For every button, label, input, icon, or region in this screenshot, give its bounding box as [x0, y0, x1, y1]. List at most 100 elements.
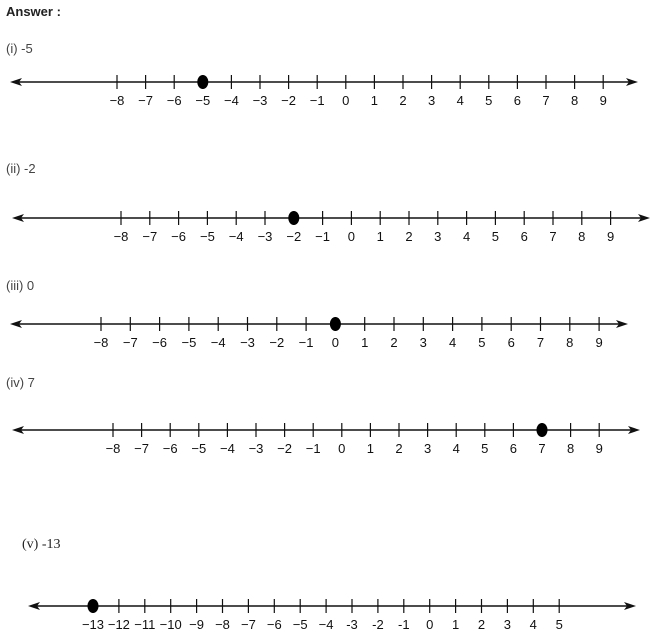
tick-label: 2 — [399, 93, 406, 108]
tick-label: −8 — [94, 335, 109, 350]
tick-label: −3 — [258, 229, 273, 244]
tick-label: 8 — [571, 93, 578, 108]
tick-label: −8 — [114, 229, 129, 244]
tick-label: 1 — [377, 229, 384, 244]
tick-label: 1 — [371, 93, 378, 108]
tick-label: 4 — [463, 229, 470, 244]
tick-label: 3 — [504, 617, 511, 632]
tick-label: −12 — [108, 617, 130, 632]
tick-label: −9 — [189, 617, 204, 632]
tick-label: −6 — [163, 441, 178, 456]
number-line-5: −13 −12 −11 −10 −9 −8 −7 −6 −5 −4 -3 -2 -1 0 1 2 3 4 5 — [28, 599, 636, 632]
tick-label: −5 — [200, 229, 215, 244]
left-arrow-icon — [10, 78, 22, 86]
number-line-4: −8 −7 −6 −5 −4 −3 −2 −1 0 1 2 3 4 5 6 7 8 9 — [12, 423, 640, 456]
tick-label: 7 — [538, 441, 545, 456]
tick-label: 1 — [452, 617, 459, 632]
right-arrow-icon — [624, 602, 636, 610]
tick-label: 4 — [457, 93, 464, 108]
line-2-label: (ii) -2 — [6, 161, 36, 176]
tick-label: −3 — [240, 335, 255, 350]
tick-label: 3 — [428, 93, 435, 108]
number-line-1: −8 −7 −6 −5 −4 −3 −2 −1 0 1 2 3 4 5 6 7 8 9 — [10, 75, 638, 108]
tick-label: −7 — [142, 229, 157, 244]
tick-label: 0 — [426, 617, 433, 632]
tick-label: −3 — [253, 93, 268, 108]
tick-label: −8 — [215, 617, 230, 632]
tick-label: −2 — [286, 229, 301, 244]
tick-label: −8 — [106, 441, 121, 456]
line-1-label: (i) -5 — [6, 41, 33, 56]
right-arrow-icon — [626, 78, 638, 86]
right-arrow-icon — [638, 214, 650, 222]
tick-label: 9 — [607, 229, 614, 244]
tick-label: −5 — [293, 617, 308, 632]
tick-label: 3 — [424, 441, 431, 456]
tick-label: 0 — [332, 335, 339, 350]
plotted-point — [197, 75, 209, 89]
tick-label: −10 — [160, 617, 182, 632]
tick-label: −4 — [224, 93, 239, 108]
tick-label: 6 — [514, 93, 521, 108]
tick-label: 2 — [390, 335, 397, 350]
tick-label: −11 — [134, 617, 155, 632]
tick-label: −5 — [195, 93, 210, 108]
tick-label: −8 — [110, 93, 125, 108]
tick-label: −4 — [211, 335, 226, 350]
tick-label: 5 — [492, 229, 499, 244]
tick-label: 4 — [453, 441, 460, 456]
tick-label: 0 — [348, 229, 355, 244]
tick-label: 2 — [405, 229, 412, 244]
line-5-label: (v) -13 — [22, 537, 61, 552]
tick-label: 9 — [596, 441, 603, 456]
tick-label: 8 — [566, 335, 573, 350]
tick-label: 1 — [367, 441, 374, 456]
tick-label: -2 — [372, 617, 384, 632]
line-4-label: (iv) 7 — [6, 375, 35, 390]
tick-label: 5 — [481, 441, 488, 456]
tick-label: -1 — [398, 617, 410, 632]
line-3-label: (iii) 0 — [6, 278, 35, 293]
tick-label: −7 — [138, 93, 153, 108]
tick-label: 6 — [521, 229, 528, 244]
tick-label: 8 — [567, 441, 574, 456]
tick-label: 9 — [595, 335, 602, 350]
tick-label: −6 — [171, 229, 186, 244]
left-arrow-icon — [10, 320, 22, 328]
tick-label: −6 — [152, 335, 167, 350]
tick-label: 2 — [395, 441, 402, 456]
plotted-point — [536, 423, 548, 437]
tick-label: −3 — [249, 441, 264, 456]
left-arrow-icon — [12, 426, 24, 434]
tick-label: 4 — [449, 335, 456, 350]
tick-label: 7 — [549, 229, 556, 244]
tick-label: 4 — [530, 617, 537, 632]
tick-label: 3 — [434, 229, 441, 244]
tick-label: 8 — [578, 229, 585, 244]
number-line-3: −8 −7 −6 −5 −4 −3 −2 −1 0 1 2 3 4 5 6 7 8 9 — [10, 317, 628, 350]
tick-label: 5 — [485, 93, 492, 108]
right-arrow-icon — [628, 426, 640, 434]
tick-label: −6 — [267, 617, 282, 632]
left-arrow-icon — [28, 602, 40, 610]
tick-label: −4 — [319, 617, 334, 632]
tick-label: 6 — [510, 441, 517, 456]
tick-label: −7 — [123, 335, 138, 350]
plotted-point — [87, 599, 99, 613]
tick-label: −1 — [310, 93, 325, 108]
tick-label: −6 — [167, 93, 182, 108]
tick-label: −2 — [277, 441, 292, 456]
tick-label: −1 — [315, 229, 330, 244]
tick-label: −7 — [241, 617, 256, 632]
tick-label: 0 — [338, 441, 345, 456]
tick-label: 3 — [420, 335, 427, 350]
tick-label: −1 — [299, 335, 314, 350]
right-arrow-icon — [616, 320, 628, 328]
tick-label: 1 — [361, 335, 368, 350]
tick-label: 0 — [342, 93, 349, 108]
tick-label: 9 — [600, 93, 607, 108]
plotted-point — [329, 317, 341, 331]
tick-label: −7 — [134, 441, 149, 456]
tick-label: -3 — [346, 617, 358, 632]
answer-heading: Answer : — [6, 4, 61, 19]
